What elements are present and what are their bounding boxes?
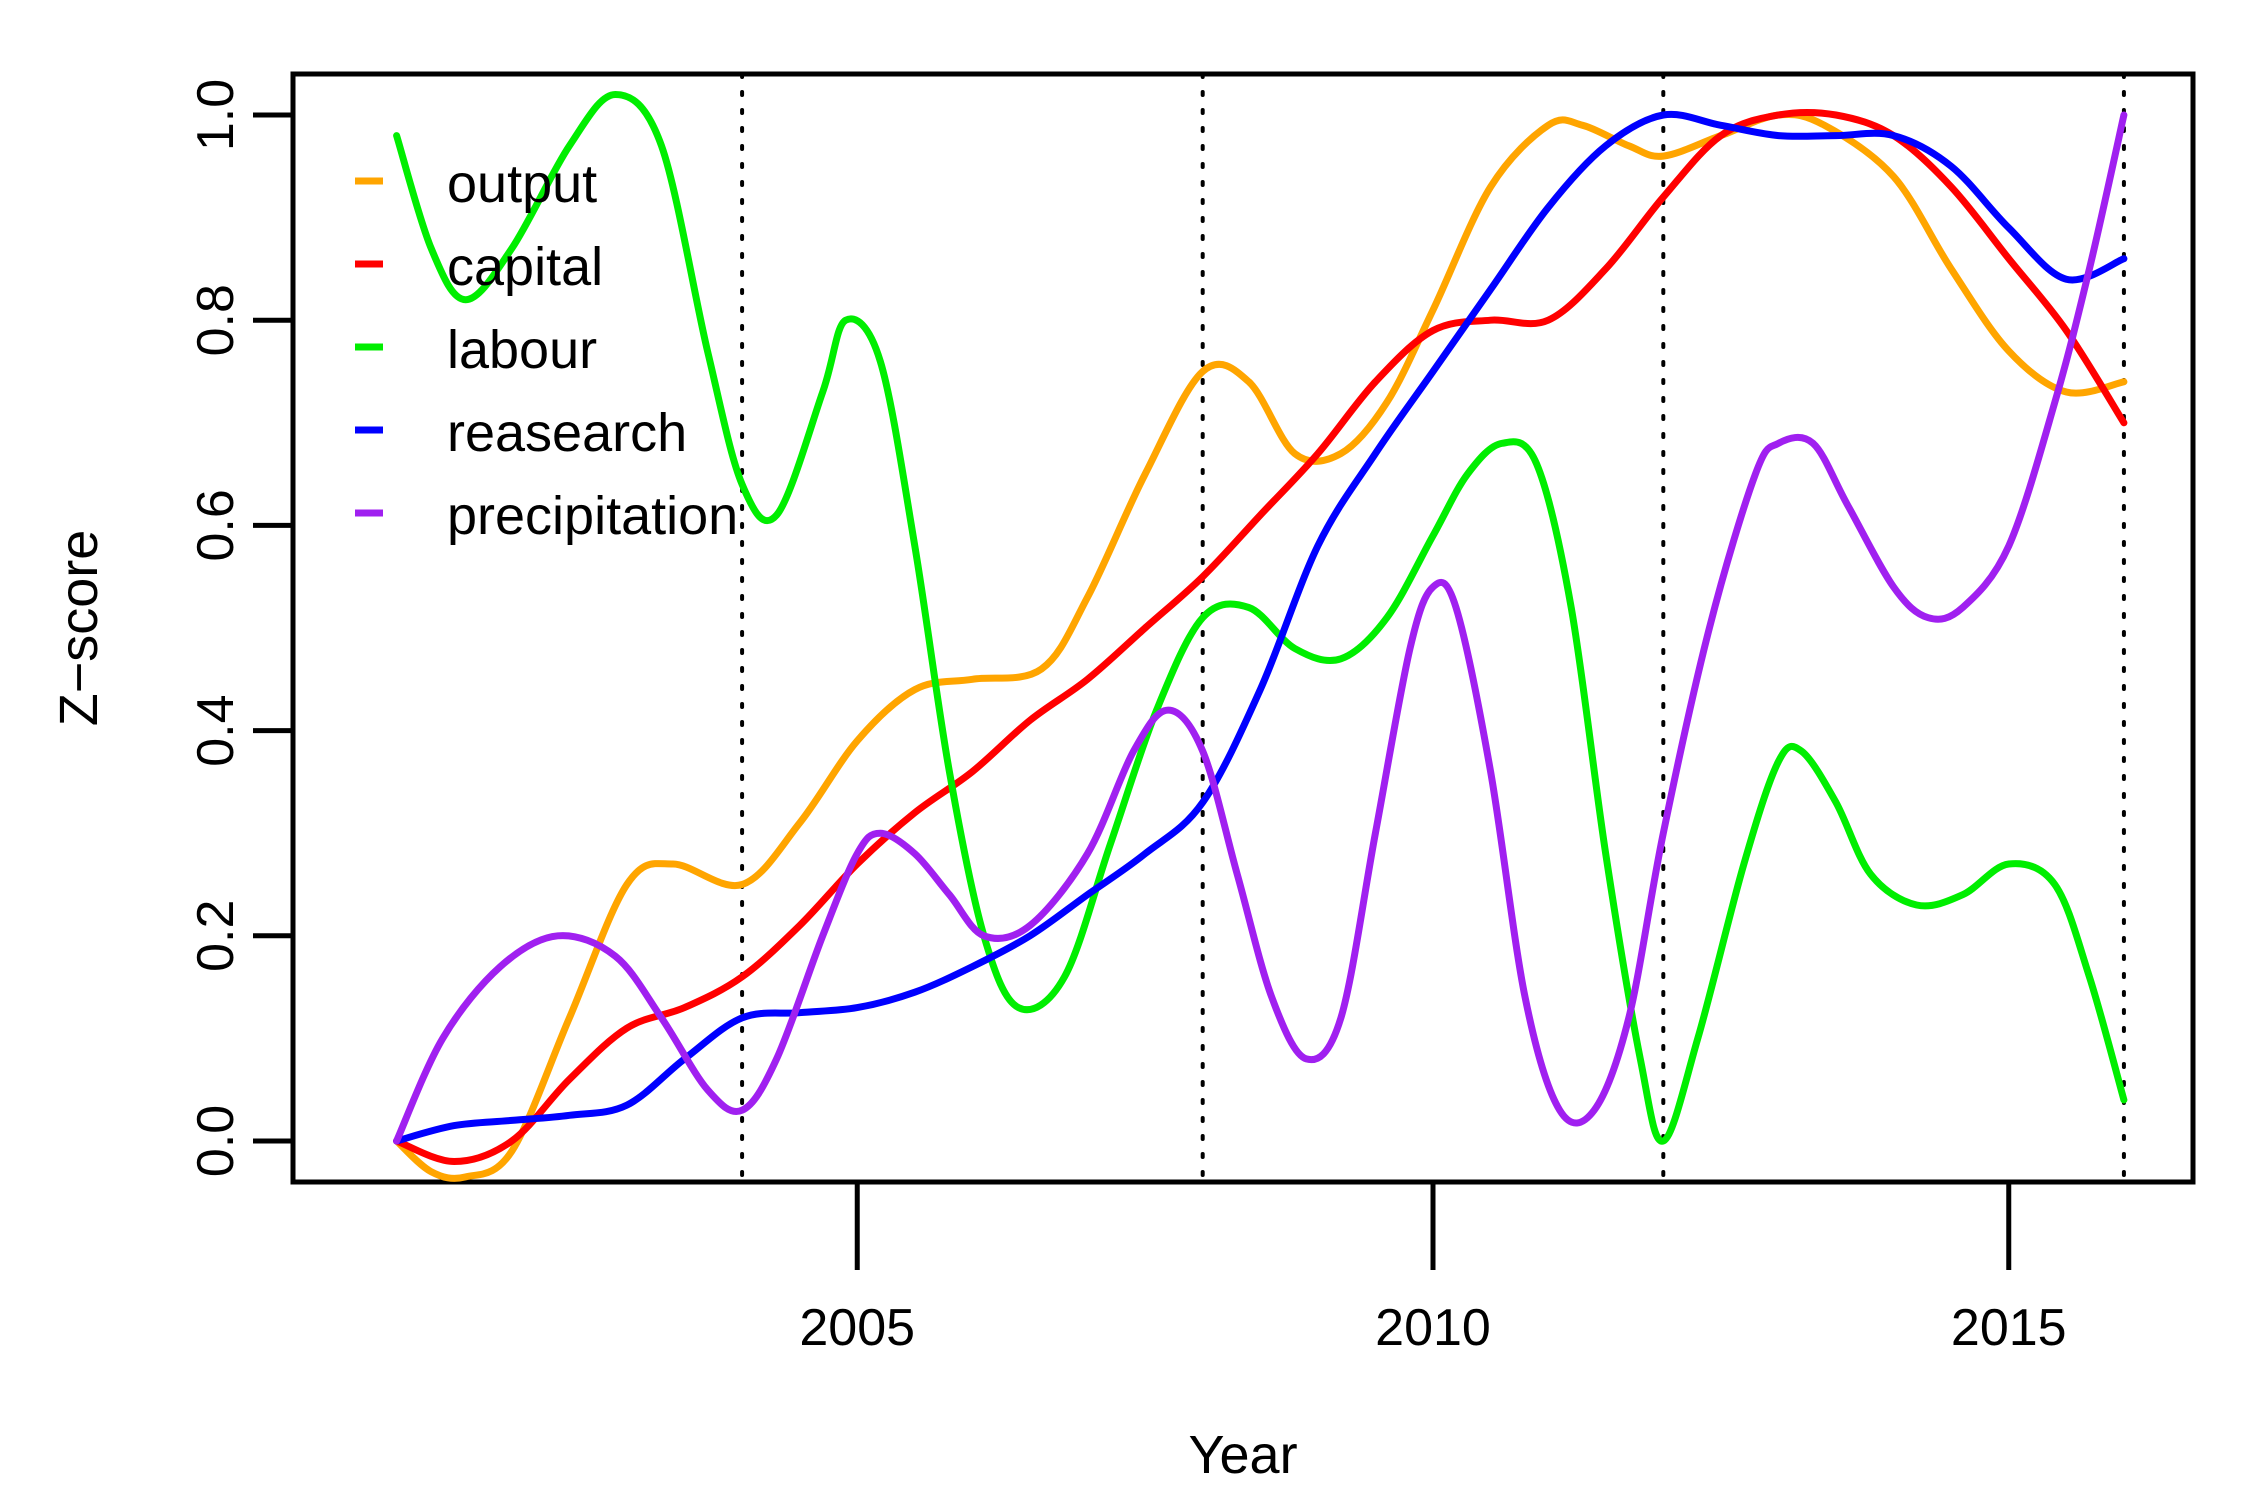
legend-label: labour <box>447 320 597 380</box>
series-line-reasearch <box>393 110 2128 1145</box>
y-axis: 0.0 0.2 0.4 0.6 0.8 1.0 <box>187 79 296 1177</box>
reference-lines <box>740 72 2126 1184</box>
y-axis-title: Z−score <box>49 530 109 727</box>
x-tick-label: 2015 <box>1951 1299 2067 1357</box>
y-tick-label: 0.2 <box>187 900 245 972</box>
x-axis-title: Year <box>1188 1425 1297 1485</box>
legend-label: output <box>447 154 597 214</box>
y-tick-label: 0.6 <box>187 489 245 561</box>
legend-label: capital <box>447 237 603 297</box>
x-tick-label: 2005 <box>799 1299 915 1357</box>
series-line-labour <box>393 91 2128 1145</box>
legend-item-output: output <box>355 154 597 214</box>
y-tick-label: 1.0 <box>187 79 245 151</box>
legend-item-precipitation: precipitation <box>355 486 738 546</box>
legend-label: reasearch <box>447 403 687 463</box>
y-tick-label: 0.0 <box>187 1105 245 1177</box>
x-tick-label: 2010 <box>1375 1299 1491 1357</box>
legend: output capital labour reasearch precipitatio… <box>355 154 738 546</box>
legend-item-labour: labour <box>355 320 597 380</box>
x-axis: 2005 2010 2015 <box>799 1179 2067 1357</box>
y-tick-label: 0.8 <box>187 284 245 356</box>
series-line-precipitation <box>393 111 2128 1145</box>
series-line-output <box>393 110 2128 1182</box>
legend-item-reasearch: reasearch <box>355 403 687 463</box>
series-layer <box>393 91 2128 1182</box>
series-line-capital <box>393 108 2128 1165</box>
legend-item-capital: capital <box>355 237 603 297</box>
legend-label: precipitation <box>447 486 738 546</box>
y-tick-label: 0.4 <box>187 694 245 766</box>
